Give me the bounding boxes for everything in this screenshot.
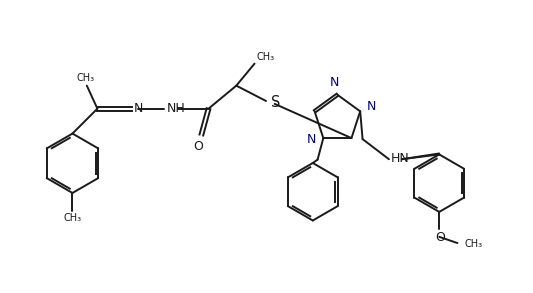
Text: CH₃: CH₃ [464, 239, 482, 250]
Text: CH₃: CH₃ [256, 52, 274, 62]
Text: S: S [271, 95, 280, 110]
Text: O: O [193, 140, 203, 153]
Text: N: N [134, 102, 143, 115]
Text: NH: NH [166, 102, 185, 115]
Text: O: O [435, 231, 445, 244]
Text: CH₃: CH₃ [63, 213, 82, 223]
Text: N: N [366, 100, 376, 113]
Text: CH₃: CH₃ [77, 73, 95, 83]
Text: N: N [329, 76, 339, 88]
Text: N: N [307, 132, 317, 146]
Text: HN: HN [391, 152, 409, 165]
